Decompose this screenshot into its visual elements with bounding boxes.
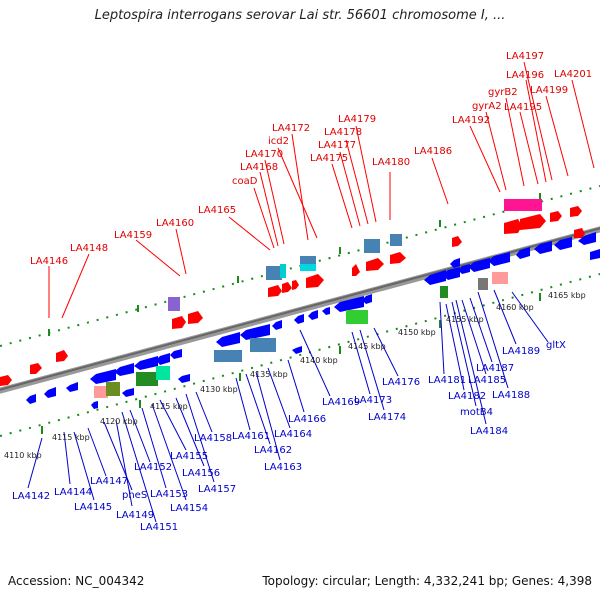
- gene-label: icd2: [268, 136, 289, 147]
- scale-label: 4150 kbp: [398, 328, 436, 337]
- gene-label: LA4157: [198, 484, 236, 495]
- gene-label: LA4186: [414, 146, 452, 157]
- gene-label: LA4188: [492, 390, 530, 401]
- gene-label: LA4156: [182, 468, 220, 479]
- gene-label: LA4161: [232, 431, 270, 442]
- top-connectors: [48, 61, 595, 319]
- gene-label: LA4149: [116, 510, 154, 521]
- gene-label: LA4155: [170, 451, 208, 462]
- gene-label: LA4164: [274, 429, 312, 440]
- gene-label: LA4185: [468, 375, 506, 386]
- gene-label: LA4158: [194, 433, 232, 444]
- gene-label: LA4169: [322, 397, 360, 408]
- scale-label: 4115 kbp: [52, 433, 90, 442]
- gene-label: gltX: [546, 340, 566, 351]
- gene-label: LA4148: [70, 243, 108, 254]
- scale-label: 4110 kbp: [4, 451, 42, 460]
- gene-label: LA4162: [254, 445, 292, 456]
- gene-label: LA4192: [452, 115, 490, 126]
- topology-label: Topology: circular; Length: 4,332,241 bp…: [262, 574, 592, 588]
- gene-label: LA4160: [156, 218, 194, 229]
- scale-label: 4145 kbp: [348, 342, 386, 351]
- gene-label: LA4180: [372, 157, 410, 168]
- gene-label: LA4196: [506, 70, 544, 81]
- gene-label: LA4154: [170, 503, 208, 514]
- gene-label: LA4147: [90, 476, 128, 487]
- scale-label: 4160 kbp: [496, 303, 534, 312]
- gene-label: LA4146: [30, 256, 68, 267]
- gene-label: LA4195: [504, 102, 542, 113]
- gene-label: LA4163: [264, 462, 302, 473]
- gene-label: LA4177: [318, 140, 356, 151]
- gene-label: LA4165: [198, 205, 236, 216]
- gene-label: coaD: [232, 176, 258, 187]
- top-gene-labels: LA4146 LA4148 LA4159 LA4160 LA4165 coaD …: [30, 51, 592, 267]
- gene-label: LA4172: [272, 123, 310, 134]
- gene-label: pheS: [122, 490, 147, 501]
- gene-label: gyrA2: [472, 101, 502, 112]
- gene-label: LA4173: [354, 395, 392, 406]
- gene-label: LA4178: [324, 127, 362, 138]
- accession-label: Accession: NC_004342: [8, 574, 145, 588]
- gene-label: LA4179: [338, 114, 376, 125]
- top-major-ticks: [48, 193, 541, 336]
- scale-label: 4165 kbp: [548, 291, 586, 300]
- gene-label: LA4174: [368, 412, 406, 423]
- gene-label: gyrB2: [488, 87, 518, 98]
- scale-label: 4125 kbp: [150, 402, 188, 411]
- gene-label: LA4197: [506, 51, 544, 62]
- gene-label: motB4: [460, 407, 493, 418]
- gene-label: LA4199: [530, 85, 568, 96]
- gene-label: LA4189: [502, 346, 540, 357]
- gene-label: LA4152: [134, 462, 172, 473]
- map-title: Leptospira interrogans serovar Lai str. …: [94, 8, 506, 23]
- gene-label: LA4151: [140, 522, 178, 533]
- scale-label: 4155 kbp: [446, 315, 484, 324]
- gene-label: LA4184: [470, 426, 508, 437]
- scale-label: 4130 kbp: [200, 385, 238, 394]
- forward-features: [0, 199, 585, 386]
- gene-label: LA4145: [74, 502, 112, 513]
- gene-label: LA4170: [245, 149, 283, 160]
- scale-label: 4140 kbp: [300, 356, 338, 365]
- bottom-connectors: [27, 289, 549, 523]
- bottom-tick-track: [0, 273, 600, 437]
- scale-label: 4120 kbp: [100, 417, 138, 426]
- bottom-gene-labels: LA4142 LA4144 LA4145 LA4147 pheS LA4149 …: [12, 340, 566, 533]
- gene-label: LA4166: [288, 414, 326, 425]
- scale-label: 4135 kbp: [250, 370, 288, 379]
- gene-label: LA4144: [54, 487, 92, 498]
- gene-label: LA4182: [448, 391, 486, 402]
- gene-label: LA4176: [382, 377, 420, 388]
- bottom-major-ticks: [41, 293, 541, 434]
- gene-label: LA4175: [310, 153, 348, 164]
- gene-label: LA4159: [114, 230, 152, 241]
- gene-label: LA4181: [428, 375, 466, 386]
- reverse-features: [26, 232, 600, 409]
- gene-label: LA4153: [150, 489, 188, 500]
- gene-label: LA4187: [476, 363, 514, 374]
- gene-label: LA4168: [240, 162, 278, 173]
- gene-label: LA4142: [12, 491, 50, 502]
- gene-label: LA4201: [554, 69, 592, 80]
- scale-labels: 4110 kbp 4115 kbp 4120 kbp 4125 kbp 4130…: [4, 291, 586, 460]
